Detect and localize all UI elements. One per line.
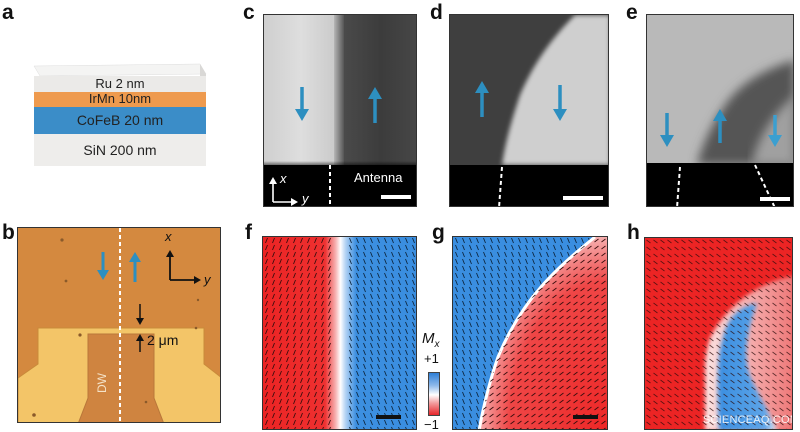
colorbar-title: Mx (422, 330, 440, 350)
simulation-g (452, 236, 608, 430)
micrograph-panel: x y 2 μm DW (17, 227, 221, 423)
panel-label-g: g (432, 221, 445, 244)
layer-ru-label: Ru 2 nm (95, 76, 145, 91)
watermark-text: SCIENCEAQ.COM (703, 414, 793, 426)
panel-label-b: b (2, 221, 15, 244)
xmcd-image-c: x y Antenna (263, 14, 417, 207)
panel-label-f: f (245, 221, 252, 244)
panel-label-h: h (627, 221, 640, 244)
axis-x-label-c: x (280, 171, 287, 186)
layer-stack-diagram: Ru 2 nm IrMn 10nm CoFeB 20 nm SiN 200 nm (30, 62, 210, 172)
layer-sin-label: SiN 200 nm (83, 142, 157, 158)
axis-x-label: x (165, 229, 172, 244)
panel-label-d: d (430, 1, 443, 24)
colorbar-max-label: +1 (424, 351, 439, 366)
panel-label-a: a (2, 1, 14, 24)
antenna-label: Antenna (354, 170, 403, 185)
layer-irmn-label: IrMn 10nm (88, 91, 152, 106)
xmcd-image-d (449, 14, 609, 207)
panel-label-e: e (626, 1, 638, 24)
gap-width-label: 2 μm (147, 332, 179, 348)
colorbar-min-label: −1 (424, 417, 439, 432)
dw-label: DW (95, 373, 109, 393)
simulation-h: SCIENCEAQ.COM (644, 237, 793, 430)
colorbar-title-main: M (422, 330, 435, 347)
layer-cofeb-label: CoFeB 20 nm (76, 112, 164, 128)
panel-label-c: c (243, 1, 255, 24)
colorbar-legend: Mx +1 −1 (420, 330, 448, 432)
colorbar-gradient (428, 372, 440, 416)
simulation-f (262, 236, 417, 430)
axis-y-label-c: y (302, 191, 309, 206)
colorbar-title-sub: x (434, 339, 440, 350)
xmcd-image-e (646, 14, 794, 207)
axis-y-label: y (204, 272, 211, 287)
